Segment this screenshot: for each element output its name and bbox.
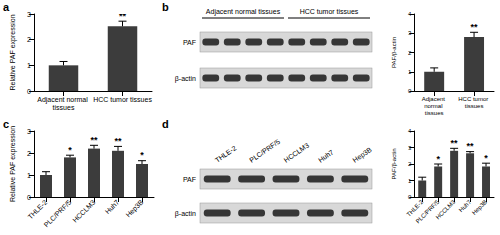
svg-text:2: 2 <box>408 161 412 167</box>
svg-text:Adjacent normal tissues: Adjacent normal tissues <box>206 8 281 16</box>
svg-text:**: ** <box>114 136 122 146</box>
svg-text:PLC/PRF/5: PLC/PRF/5 <box>43 198 73 228</box>
svg-text:0: 0 <box>27 88 31 95</box>
svg-text:**: ** <box>119 11 127 21</box>
svg-text:*: * <box>484 153 488 163</box>
svg-text:HCCLM3: HCCLM3 <box>283 142 311 164</box>
svg-text:PLC/PRF/5: PLC/PRF/5 <box>248 138 281 164</box>
html-text:a: a <box>3 1 10 13</box>
svg-text:4: 4 <box>408 128 412 134</box>
svg-text:tissues: tissues <box>465 103 484 109</box>
svg-text:Huh7: Huh7 <box>457 198 473 214</box>
svg-text:PAF: PAF <box>183 39 196 46</box>
svg-text:*: * <box>140 150 144 160</box>
svg-text:*: * <box>68 145 72 155</box>
svg-text:HCC tumor tissues: HCC tumor tissues <box>93 96 152 103</box>
svg-text:**: ** <box>90 135 98 145</box>
svg-text:Hep3B: Hep3B <box>471 199 488 216</box>
html-text:d: d <box>162 118 169 130</box>
svg-text:normal: normal <box>424 103 444 109</box>
svg-text:0: 0 <box>408 194 412 200</box>
svg-text:HCC tumor: HCC tumor <box>458 96 490 102</box>
svg-text:tissues: tissues <box>53 104 75 111</box>
svg-text:β-actin: β-actin <box>175 75 196 83</box>
svg-text:*: * <box>436 154 440 164</box>
svg-text:1: 1 <box>27 172 31 179</box>
svg-text:1: 1 <box>408 69 412 75</box>
svg-text:Huh7: Huh7 <box>317 148 335 163</box>
svg-text:3: 3 <box>27 128 31 135</box>
svg-text:β-actin: β-actin <box>175 210 196 218</box>
svg-text:3: 3 <box>408 145 412 151</box>
svg-text:0: 0 <box>408 88 412 94</box>
svg-text:2: 2 <box>27 150 31 157</box>
svg-text:0: 0 <box>27 194 31 201</box>
svg-text:PLC/PRF/5: PLC/PRF/5 <box>415 198 441 224</box>
svg-text:4: 4 <box>408 11 412 17</box>
svg-text:Adjacent: Adjacent <box>422 96 447 102</box>
svg-text:2: 2 <box>27 36 31 43</box>
svg-text:HCCLM3: HCCLM3 <box>435 198 457 220</box>
svg-text:Hep3B: Hep3B <box>351 146 373 165</box>
svg-text:3: 3 <box>27 11 31 18</box>
svg-text:THLE-2: THLE-2 <box>405 198 425 218</box>
svg-text:THLE-2: THLE-2 <box>214 144 238 164</box>
svg-text:**: ** <box>471 22 479 32</box>
svg-text:Hep3B: Hep3B <box>124 198 145 219</box>
svg-text:tissues: tissues <box>425 110 444 116</box>
svg-text:PAF/β-actin: PAF/β-actin <box>391 37 397 68</box>
svg-text:THLE-2: THLE-2 <box>26 198 48 220</box>
svg-text:PAF/β-actin: PAF/β-actin <box>391 148 397 179</box>
html-text:c: c <box>3 118 10 130</box>
html-text:b: b <box>162 1 169 13</box>
svg-text:2: 2 <box>408 50 412 56</box>
svg-text:**: ** <box>467 141 475 151</box>
svg-text:Huh7: Huh7 <box>104 198 121 215</box>
svg-text:HCCLM3: HCCLM3 <box>71 198 96 223</box>
svg-text:1: 1 <box>408 178 412 184</box>
svg-text:PAF: PAF <box>183 176 196 183</box>
svg-text:HCC tumor tissues: HCC tumor tissues <box>300 8 359 15</box>
svg-text:Relative PAF expression: Relative PAF expression <box>9 126 17 202</box>
svg-text:3: 3 <box>408 30 412 36</box>
svg-text:**: ** <box>451 138 459 148</box>
svg-text:1: 1 <box>27 62 31 69</box>
svg-text:Relative PAF expression: Relative PAF expression <box>9 14 17 90</box>
svg-text:Adjacent normal: Adjacent normal <box>37 96 90 104</box>
